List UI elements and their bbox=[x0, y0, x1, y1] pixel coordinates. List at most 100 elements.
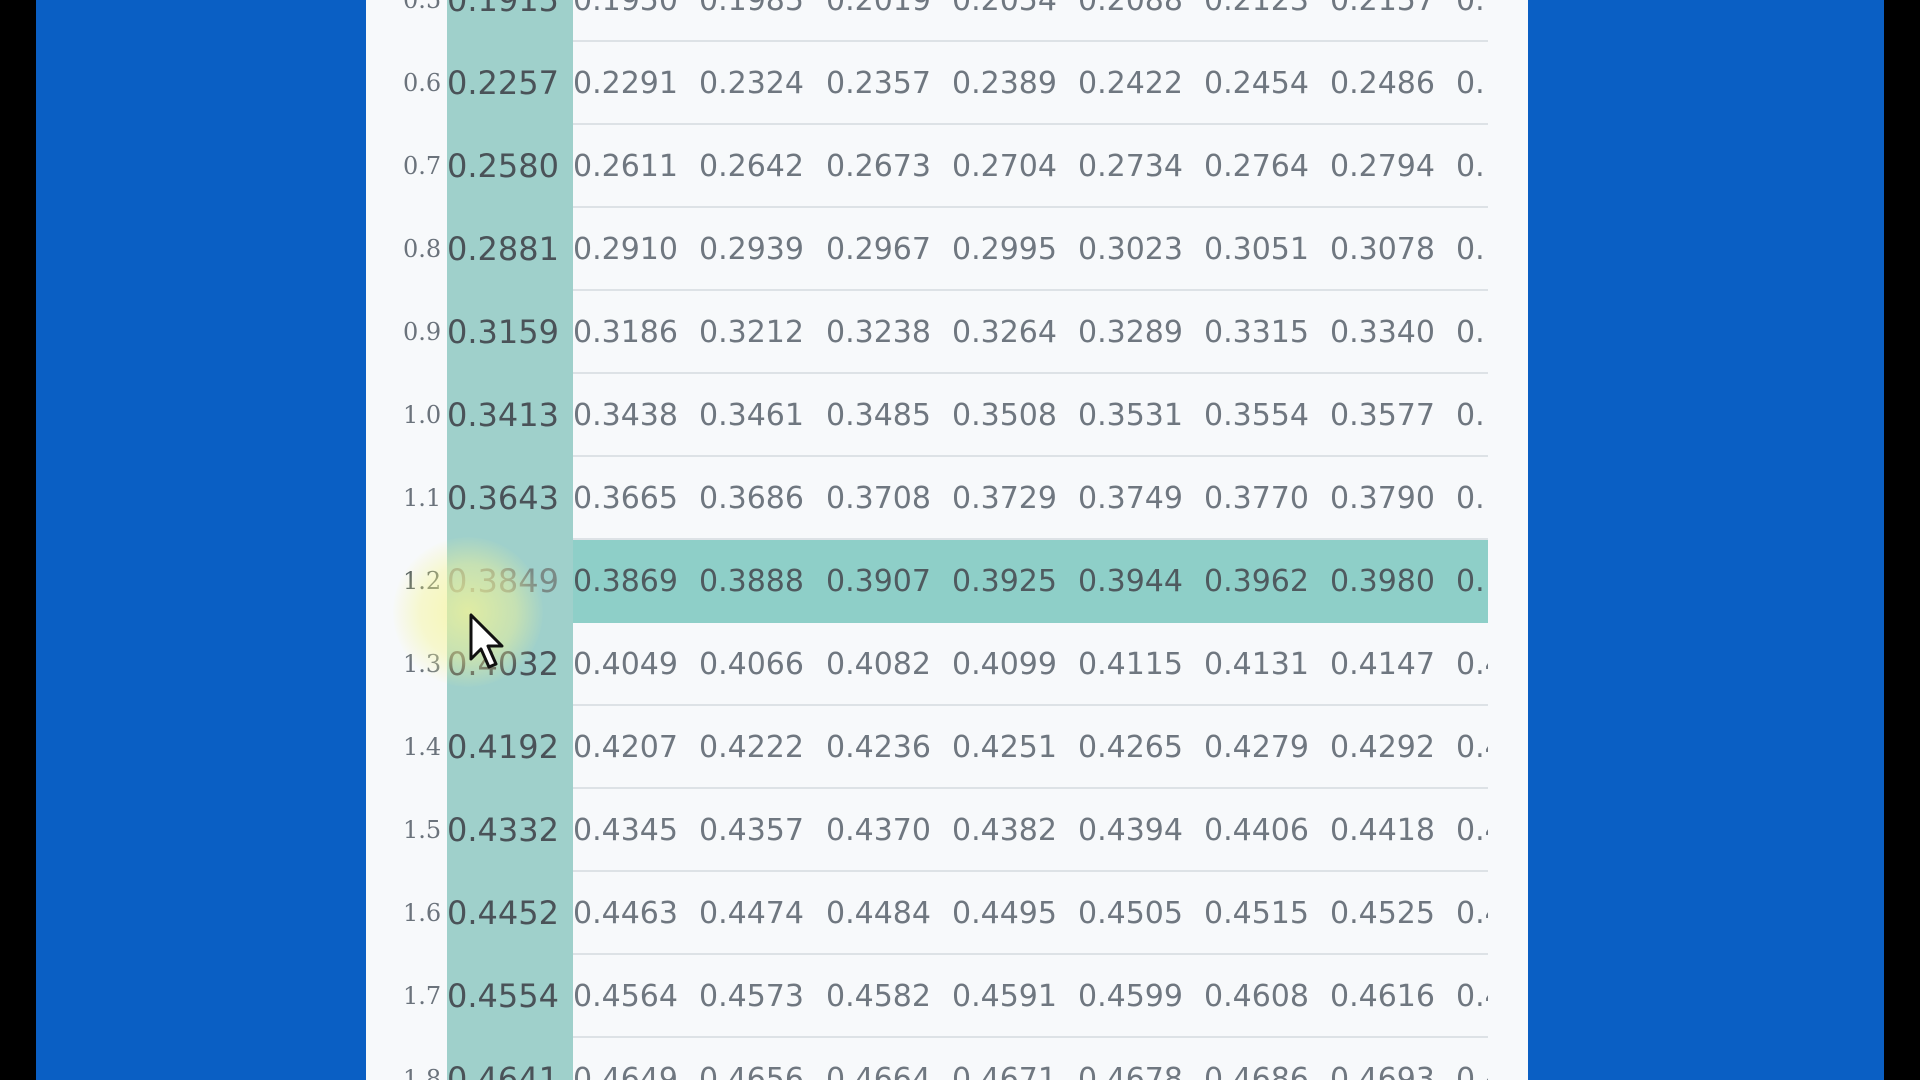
highlighted-column-cell: 0.1915 bbox=[447, 0, 559, 19]
table-cell: 0.4664 bbox=[826, 1062, 931, 1080]
table-cell: 0.4564 bbox=[573, 979, 678, 1014]
table-cell: 0.3665 bbox=[573, 481, 678, 516]
table-cell: 0.2704 bbox=[952, 149, 1057, 184]
highlighted-column-cell: 0.2257 bbox=[447, 64, 559, 102]
table-cell: 0.4049 bbox=[573, 647, 678, 682]
table-row: 1.5 0.4332 0.4345 0.4357 0.4370 0.4382 0.4394 0… bbox=[366, 789, 1488, 872]
table-cell: 0.: bbox=[1456, 481, 1488, 516]
table-cell: 0.4484 bbox=[826, 896, 931, 931]
table-row: 1.30.40320.40490.40660.40820.40990.41150… bbox=[366, 623, 1488, 706]
table-row: 1.7 0.4554 0.4564 0.4573 0.4582 0.4591 0.4599 0… bbox=[366, 955, 1488, 1038]
table-cell: 0.3708 bbox=[826, 481, 931, 516]
table-cell: 0.2324 bbox=[699, 66, 804, 101]
table-cell: 0.3340 bbox=[1330, 315, 1435, 350]
table-cell: 0.3729 bbox=[952, 481, 1057, 516]
table-cell: 0.2019 bbox=[826, 0, 931, 18]
table-cell: 0.3315 bbox=[1204, 315, 1309, 350]
table-cell: 0.1950 bbox=[573, 0, 678, 18]
table-cell: 0.4616 bbox=[1330, 979, 1435, 1014]
mouse-pointer-icon bbox=[469, 613, 504, 669]
table-cell: 0.2939 bbox=[699, 232, 804, 267]
highlighted-column-cell: 0.3413 bbox=[447, 396, 559, 434]
table-cell: 0.4 bbox=[1456, 647, 1488, 682]
table-cell: 0.3749 bbox=[1078, 481, 1183, 516]
table-cell: 0.3686 bbox=[699, 481, 804, 516]
table-cell: 0.4515 bbox=[1204, 896, 1309, 931]
table-cell: 0.4370 bbox=[826, 813, 931, 848]
table-cell: 0.4591 bbox=[952, 979, 1057, 1014]
table-cell: 0.3485 bbox=[826, 398, 931, 433]
table-cell: 0.4265 bbox=[1078, 730, 1183, 765]
table-cell: 0.: bbox=[1456, 0, 1488, 18]
table-cell: 0.3186 bbox=[573, 315, 678, 350]
table-cell: 0.4147 bbox=[1330, 647, 1435, 682]
highlighted-column-cell: 0.4554 bbox=[447, 977, 559, 1015]
table-cell: 0.4463 bbox=[573, 896, 678, 931]
table-cell: 0.4382 bbox=[952, 813, 1057, 848]
cursor-highlight bbox=[393, 537, 543, 687]
table-cell: 0.2291 bbox=[573, 66, 678, 101]
table-row: 0.7 0.2580 0.2611 0.2642 0.2673 0.2704 0.2734 0… bbox=[366, 125, 1488, 208]
table-cell: 0.2734 bbox=[1078, 149, 1183, 184]
table-row: 0.9 0.3159 0.3186 0.3212 0.3238 0.3264 0.3289 0… bbox=[366, 291, 1488, 374]
highlighted-column-cell: 0.3159 bbox=[447, 313, 559, 351]
table-cell: 0.4236 bbox=[826, 730, 931, 765]
table-cell: 0.2357 bbox=[826, 66, 931, 101]
table-cell: 0.3888 bbox=[699, 564, 804, 599]
row-z-label: 1.4 bbox=[403, 733, 442, 761]
table-cell: 0.3980 bbox=[1330, 564, 1435, 599]
highlighted-column-cell: 0.4192 bbox=[447, 728, 559, 766]
table-row: 1.1 0.3643 0.3665 0.3686 0.3708 0.3729 0.3749 0… bbox=[366, 457, 1488, 540]
table-cell: 0.2054 bbox=[952, 0, 1057, 18]
table-cell: 0.: bbox=[1456, 66, 1488, 101]
table-row: 1.4 0.4192 0.4207 0.4222 0.4236 0.4251 0.4265 0… bbox=[366, 706, 1488, 789]
table-cell: 0.4131 bbox=[1204, 647, 1309, 682]
table-cell: 0.4082 bbox=[826, 647, 931, 682]
row-z-label: 0.6 bbox=[403, 69, 442, 97]
table-cell: 0.4279 bbox=[1204, 730, 1309, 765]
row-z-label: 0.5 bbox=[403, 0, 442, 14]
table-cell: 0.: bbox=[1456, 564, 1488, 599]
row-z-label: 1.7 bbox=[403, 982, 442, 1010]
table-cell: 0.2794 bbox=[1330, 149, 1435, 184]
table-cell: 0.4 bbox=[1456, 1062, 1488, 1080]
z-table: 0.5 0.1915 0.1950 0.1985 0.2019 0.2054 0.2088 0… bbox=[366, 0, 1488, 1080]
table-cell: 0.4066 bbox=[699, 647, 804, 682]
table-row: 1.6 0.4452 0.4463 0.4474 0.4484 0.4495 0.4505 0… bbox=[366, 872, 1488, 955]
row-z-label: 1.0 bbox=[403, 401, 442, 429]
table-row: 1.0 0.3413 0.3438 0.3461 0.3485 0.3508 0.3531 0… bbox=[366, 374, 1488, 457]
table-cell: 0.4406 bbox=[1204, 813, 1309, 848]
table-cell: 0.3461 bbox=[699, 398, 804, 433]
table-cell: 0.3238 bbox=[826, 315, 931, 350]
table-cell: 0.2088 bbox=[1078, 0, 1183, 18]
table-cell: 0.3508 bbox=[952, 398, 1057, 433]
table-cell: 0.3531 bbox=[1078, 398, 1183, 433]
z-table-page: 0.5 0.1915 0.1950 0.1985 0.2019 0.2054 0.2088 0… bbox=[366, 0, 1528, 1080]
table-cell: 0.4292 bbox=[1330, 730, 1435, 765]
highlighted-column-cell: 0.4452 bbox=[447, 894, 559, 932]
table-cell: 0.: bbox=[1456, 232, 1488, 267]
table-cell: 0.4649 bbox=[573, 1062, 678, 1080]
highlighted-column-cell: 0.4641 bbox=[447, 1060, 559, 1080]
row-z-label: 0.7 bbox=[403, 152, 442, 180]
table-cell: 0.3907 bbox=[826, 564, 931, 599]
table-cell: 0.4686 bbox=[1204, 1062, 1309, 1080]
table-cell: 0.4394 bbox=[1078, 813, 1183, 848]
table-cell: 0.2764 bbox=[1204, 149, 1309, 184]
table-cell: 0.3438 bbox=[573, 398, 678, 433]
table-cell: 0.4608 bbox=[1204, 979, 1309, 1014]
table-cell: 0.3554 bbox=[1204, 398, 1309, 433]
row-z-label: 1.5 bbox=[403, 816, 442, 844]
table-cell: 0.: bbox=[1456, 149, 1488, 184]
table-cell: 0.3962 bbox=[1204, 564, 1309, 599]
table-row: 0.8 0.2881 0.2910 0.2939 0.2967 0.2995 0.3023 0… bbox=[366, 208, 1488, 291]
table-cell: 0.4345 bbox=[573, 813, 678, 848]
table-cell: 0.4656 bbox=[699, 1062, 804, 1080]
table-cell: 0.4099 bbox=[952, 647, 1057, 682]
table-cell: 0.3264 bbox=[952, 315, 1057, 350]
table-cell: 0.2995 bbox=[952, 232, 1057, 267]
table-cell: 0.4222 bbox=[699, 730, 804, 765]
table-cell: 0.4115 bbox=[1078, 647, 1183, 682]
table-cell: 0.4251 bbox=[952, 730, 1057, 765]
table-cell: 0.4207 bbox=[573, 730, 678, 765]
